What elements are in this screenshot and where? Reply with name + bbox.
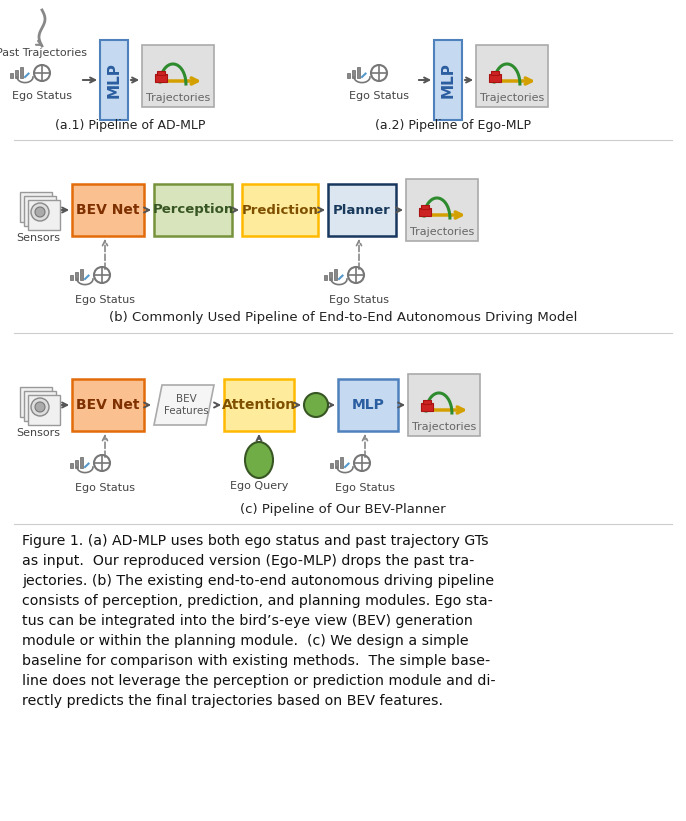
Text: Ego Query: Ego Query <box>230 481 288 491</box>
Bar <box>423 400 431 404</box>
Bar <box>406 179 478 241</box>
Bar <box>157 71 165 75</box>
Bar <box>421 403 433 411</box>
Text: Ego Status: Ego Status <box>335 483 395 493</box>
Bar <box>142 45 214 107</box>
Text: Sensors: Sensors <box>16 233 60 243</box>
Text: MLP: MLP <box>351 398 384 412</box>
Bar <box>75 460 78 468</box>
Text: Ego Status: Ego Status <box>75 295 135 305</box>
Ellipse shape <box>245 442 273 478</box>
Text: Ego Status: Ego Status <box>12 91 72 101</box>
Bar <box>347 73 350 78</box>
Bar <box>224 379 294 431</box>
Bar <box>15 70 18 78</box>
Bar <box>70 463 73 468</box>
Text: BEV Net: BEV Net <box>76 203 140 217</box>
Text: (c) Pipeline of Our BEV-Planner: (c) Pipeline of Our BEV-Planner <box>240 503 446 516</box>
Bar <box>408 374 480 436</box>
Circle shape <box>304 393 328 417</box>
Bar <box>330 463 333 468</box>
Bar <box>357 67 360 78</box>
Text: Trajectories: Trajectories <box>146 93 210 103</box>
Bar <box>324 275 327 280</box>
Text: MLP: MLP <box>106 62 121 98</box>
Bar <box>334 269 337 280</box>
Bar <box>352 70 355 78</box>
Bar <box>154 184 232 236</box>
Bar <box>24 196 56 226</box>
Bar <box>421 205 429 209</box>
Text: (a.2) Pipeline of Ego-MLP: (a.2) Pipeline of Ego-MLP <box>375 118 531 131</box>
Bar <box>340 457 343 468</box>
Text: MLP: MLP <box>440 62 456 98</box>
Text: Prediction: Prediction <box>241 204 318 217</box>
Bar <box>335 460 338 468</box>
Text: Planner: Planner <box>333 204 391 217</box>
Bar <box>419 208 431 216</box>
Bar <box>75 272 78 280</box>
Text: Trajectories: Trajectories <box>412 422 476 432</box>
Text: (b) Commonly Used Pipeline of End-to-End Autonomous Driving Model: (b) Commonly Used Pipeline of End-to-End… <box>109 311 577 324</box>
Bar <box>80 457 83 468</box>
Text: Past Trajectories: Past Trajectories <box>0 48 88 58</box>
Text: Ego Status: Ego Status <box>349 91 409 101</box>
Text: Perception: Perception <box>152 204 234 217</box>
Text: BEV Net: BEV Net <box>76 398 140 412</box>
Text: Trajectories: Trajectories <box>410 227 474 237</box>
Bar <box>10 73 13 78</box>
Bar <box>28 395 60 425</box>
Circle shape <box>31 203 49 221</box>
Bar <box>20 387 52 417</box>
Bar <box>329 272 332 280</box>
Bar <box>491 71 499 75</box>
Bar <box>24 391 56 421</box>
Bar <box>242 184 318 236</box>
Text: (a.1) Pipeline of AD-MLP: (a.1) Pipeline of AD-MLP <box>55 118 205 131</box>
Bar <box>328 184 396 236</box>
Bar <box>72 184 144 236</box>
Bar <box>72 379 144 431</box>
Bar <box>20 67 23 78</box>
Bar <box>476 45 548 107</box>
Bar <box>28 200 60 230</box>
Text: Sensors: Sensors <box>16 428 60 438</box>
Bar <box>70 275 73 280</box>
Text: Trajectories: Trajectories <box>480 93 544 103</box>
Text: Ego Status: Ego Status <box>329 295 389 305</box>
Polygon shape <box>154 385 214 425</box>
Bar <box>489 74 501 82</box>
Text: Attention: Attention <box>222 398 296 412</box>
Bar <box>20 192 52 222</box>
Bar <box>155 74 167 82</box>
Text: Figure 1. (a) AD-MLP uses both ego status and past trajectory GTs
as input.  Our: Figure 1. (a) AD-MLP uses both ego statu… <box>22 534 495 709</box>
Bar <box>434 40 462 120</box>
Bar <box>80 269 83 280</box>
Bar <box>338 379 398 431</box>
Circle shape <box>35 207 45 217</box>
Text: Ego Status: Ego Status <box>75 483 135 493</box>
Circle shape <box>31 398 49 416</box>
Circle shape <box>35 402 45 412</box>
Bar <box>100 40 128 120</box>
Text: BEV
Features: BEV Features <box>164 394 209 415</box>
